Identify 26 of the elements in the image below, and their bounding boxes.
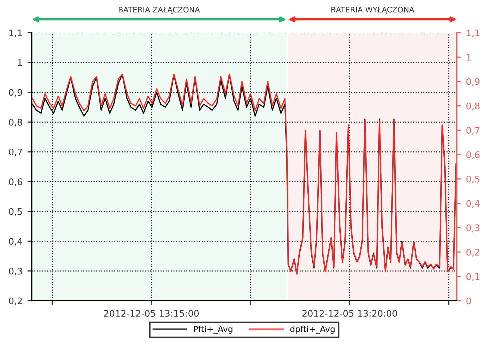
y-tick-label: 0,3 [9, 268, 22, 276]
y2-tick-label: 1,1 [467, 30, 480, 38]
y2-tick-label: 0 [466, 298, 472, 305]
y2-tick-label: 0,9 [466, 78, 480, 86]
legend-label: Pfti+_Avg [194, 326, 233, 334]
y-tick-label: 0,5 [9, 208, 22, 216]
y-tick-label: 0,4 [9, 238, 22, 246]
y2-tick-label: 0,4 [466, 200, 480, 208]
y-tick-label: 1,1 [10, 30, 22, 38]
y2-tick-label: 0,7 [466, 127, 480, 135]
y-tick-label: 0,2 [9, 298, 22, 306]
y-tick-label: 0,8 [9, 119, 22, 127]
x-tick-label: 2012-12-05 13:20:00 [302, 310, 398, 318]
y2-tick-label: 0,2 [466, 249, 480, 257]
y-tick-label: 0,9 [9, 89, 22, 98]
y2-tick-label: 1 [467, 54, 471, 61]
y2-tick-label: 0,5 [466, 176, 480, 184]
legend-label: dpfti+_Avg [290, 326, 335, 334]
x-tick-label: 2012-12-05 13:15:00 [104, 310, 199, 318]
y-tick-label: 1 [18, 60, 22, 66]
y-tick-label: 0,7 [9, 148, 22, 157]
y-tick-label: 0,6 [9, 178, 22, 186]
y2-tick-label: 0,8 [466, 102, 480, 111]
y2-tick-label: 0,6 [466, 152, 480, 160]
y2-tick-label: 0,3 [466, 224, 480, 232]
y2-tick-label: 0,1 [466, 273, 480, 282]
